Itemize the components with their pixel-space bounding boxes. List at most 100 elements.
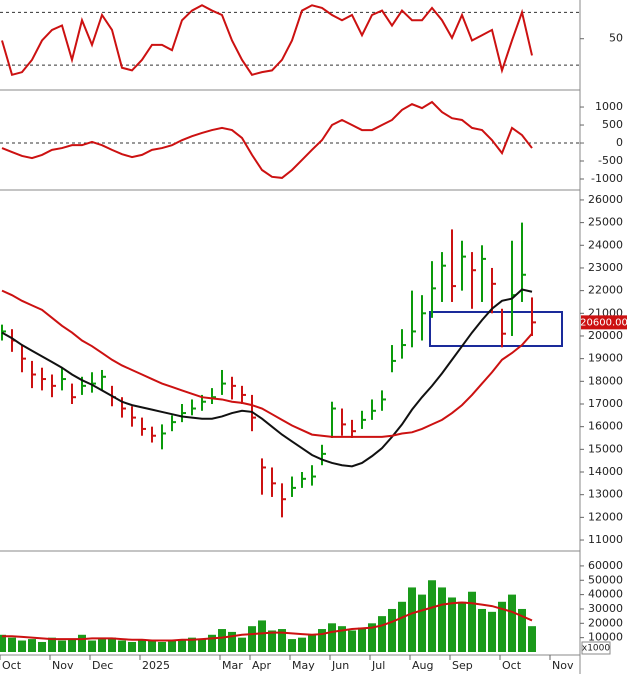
volume-bar [168,640,176,652]
volume-bar [448,597,456,652]
indicator-line [1,100,533,179]
volume-bar [198,639,206,652]
volume-bar [468,591,476,652]
volume-bar [478,608,486,652]
volume-bar [258,620,266,652]
volume-bar [428,580,436,652]
x-tick-label: Jul [371,659,385,672]
x-tick-label: Oct [2,659,22,672]
volume-bar [508,594,516,652]
volume-bar [458,601,466,652]
volume-bar [128,641,136,652]
volume-bar [488,611,496,652]
x-tick-label: Nov [52,659,74,672]
volume-bar [358,627,366,652]
volume-bar [138,639,146,652]
volume-bar [328,623,336,652]
unit-box [581,641,611,655]
y-tick-label: -1000 [591,172,623,185]
volume-bar [298,637,306,652]
volume-bar [18,640,26,652]
y-tick-label: -500 [598,154,623,167]
volume-bar [368,623,376,652]
moving-average [2,601,533,642]
volume-bar [288,639,296,652]
volume-bar [268,630,276,652]
moving-average [1,288,533,468]
volume-bar [68,639,76,652]
volume-bar [218,629,226,652]
y-tick-label: 12000 [588,510,623,523]
last-price-box [581,315,627,330]
y-tick-label: 60000 [588,559,623,572]
x-tick-label: Apr [252,659,272,672]
y-tick-label: 26000 [588,193,623,206]
y-tick-label: 20000 [588,329,623,342]
volume-bar [148,640,156,652]
volume-bar [438,587,446,652]
volume-bar [498,601,506,652]
y-tick-label: 50000 [588,573,623,586]
y-tick-label: 24000 [588,238,623,251]
y-tick-label: 1000 [595,100,623,113]
y-tick-label: 14000 [588,465,623,478]
x-tick-label: Aug [412,659,433,672]
x-tick-label: Jun [331,659,349,672]
y-tick-label: 25000 [588,216,623,229]
volume-bar [228,631,236,652]
x-tick-label: May [292,659,315,672]
x-tick-label: Sep [452,659,473,672]
volume-bar [518,608,526,652]
y-tick-label: 18000 [588,374,623,387]
volume-bar [208,634,216,652]
volume-bar [38,641,46,652]
x-tick-label: 2025 [142,659,170,672]
volume-bar [118,640,126,652]
y-tick-label: 11000 [588,533,623,546]
y-tick-label: 15000 [588,442,623,455]
volume-bar [248,626,256,652]
volume-bar [528,626,536,652]
volume-bar [78,634,86,652]
indicator-line [1,4,533,77]
volume-bar [108,637,116,652]
x-tick-label: Mar [222,659,243,672]
y-tick-label: 22000 [588,284,623,297]
x-tick-label: Oct [502,659,522,672]
y-tick-label: 20000 [588,616,623,629]
volume-bar [338,626,346,652]
y-tick-label: 500 [602,118,623,131]
volume-bar [278,629,286,652]
volume-bar [398,601,406,652]
volume-bar [348,630,356,652]
y-tick-label: 16000 [588,420,623,433]
y-tick-label: 13000 [588,488,623,501]
volume-bar [378,616,386,652]
moving-average [1,289,533,438]
y-tick-label: 30000 [588,602,623,615]
highlight-box [429,311,563,347]
y-tick-label: 17000 [588,397,623,410]
y-tick-label: 50 [609,32,623,45]
volume-bar [418,594,426,652]
volume-bar [88,640,96,652]
volume-bar [178,639,186,652]
x-tick-label: Dec [92,659,113,672]
volume-bar [48,637,56,652]
y-tick-label: 0 [616,136,623,149]
last-price-label: 20600.00 [580,317,627,328]
volume-bar [28,639,36,652]
volume-bar [58,640,66,652]
volume-bar [0,634,6,652]
volume-bar [98,639,106,652]
volume-bar [158,641,166,652]
volume-bar [188,637,196,652]
volume-bar [408,587,416,652]
y-tick-label: 23000 [588,261,623,274]
volume-bar [308,634,316,652]
volume-bar [238,637,246,652]
volume-bar [388,608,396,652]
y-tick-label: 10000 [588,631,623,644]
volume-bar [318,629,326,652]
